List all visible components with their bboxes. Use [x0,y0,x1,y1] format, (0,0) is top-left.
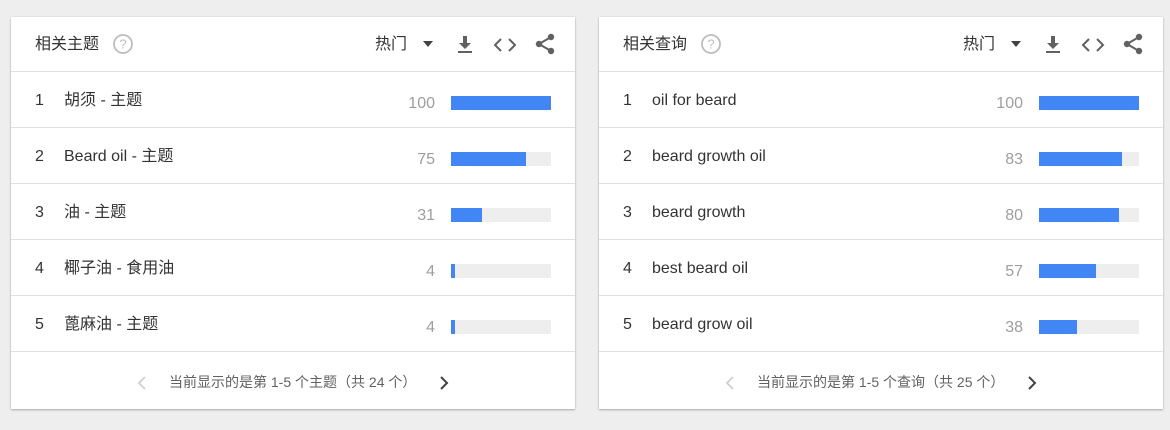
list-item[interactable]: 5 蓖麻油 - 主题 4 [11,296,575,352]
card-header: 相关查询 ? 热门 [599,17,1163,72]
interest-bar-track [451,264,551,278]
interest-bar-track [1039,96,1139,110]
share-icon[interactable] [1122,33,1144,55]
embed-icon[interactable] [493,34,517,56]
interest-value: 100 [996,95,1023,112]
pagination: 当前显示的是第 1-5 个主题（共 24 个） [11,353,575,409]
ranked-list: 1 胡须 - 主题 100 2 Beard oil - 主题 75 3 油 - … [11,72,575,352]
interest-bar-track [1039,320,1139,334]
interest-value: 4 [426,319,435,336]
interest-bar-track [451,320,551,334]
list-item[interactable]: 3 beard growth 80 [599,184,1163,240]
rank-number: 1 [35,92,44,109]
ranked-list: 1 oil for beard 100 2 beard growth oil 8… [599,72,1163,352]
query-term[interactable]: oil for beard [652,92,737,109]
rank-number: 3 [35,204,44,221]
rank-number: 1 [623,92,632,109]
query-term[interactable]: beard growth oil [652,148,766,165]
download-icon[interactable] [1043,33,1063,55]
card-header: 相关主题 ? 热门 [11,17,575,72]
share-icon[interactable] [534,33,556,55]
interest-bar [451,152,526,166]
interest-bar-track [451,208,551,222]
interest-bar [1039,152,1122,166]
interest-value: 38 [1005,319,1023,336]
topic-term[interactable]: 椰子油 - 食用油 [64,260,175,277]
rank-number: 2 [35,148,44,165]
dropdown-icon[interactable] [423,41,433,47]
interest-value: 75 [417,151,435,168]
interest-bar [1039,264,1096,278]
interest-bar [451,264,455,278]
query-term[interactable]: beard growth [652,204,746,221]
pagination: 当前显示的是第 1-5 个查询（共 25 个） [599,353,1163,409]
svg-text:?: ? [707,37,714,52]
rank-number: 5 [35,316,44,333]
interest-bar-track [1039,208,1139,222]
interest-bar [1039,96,1139,110]
interest-value: 31 [417,207,435,224]
svg-text:?: ? [119,37,126,52]
interest-value: 57 [1005,263,1023,280]
download-icon[interactable] [455,33,475,55]
list-item[interactable]: 5 beard grow oil 38 [599,296,1163,352]
related-topics-card: 相关主题 ? 热门 1 胡须 - 主题 100 [11,17,575,409]
card-title: 相关主题 [35,36,100,53]
topic-term[interactable]: 胡须 - 主题 [64,92,143,109]
embed-icon[interactable] [1081,34,1105,56]
interest-bar [451,96,551,110]
sort-dropdown[interactable]: 热门 [375,36,408,53]
list-item[interactable]: 2 beard growth oil 83 [599,128,1163,184]
chevron-left-icon[interactable] [135,375,149,391]
interest-bar [451,320,455,334]
rank-number: 4 [623,260,632,277]
interest-bar-track [1039,264,1139,278]
list-item[interactable]: 1 胡须 - 主题 100 [11,72,575,128]
pagination-status: 当前显示的是第 1-5 个查询（共 25 个） [757,374,1005,390]
interest-value: 83 [1005,151,1023,168]
query-term[interactable]: beard grow oil [652,316,753,333]
chevron-right-icon[interactable] [1025,375,1039,391]
interest-value: 100 [408,95,435,112]
list-item[interactable]: 1 oil for beard 100 [599,72,1163,128]
interest-bar-track [451,152,551,166]
rank-number: 5 [623,316,632,333]
list-item[interactable]: 2 Beard oil - 主题 75 [11,128,575,184]
chevron-left-icon[interactable] [723,375,737,391]
list-item[interactable]: 3 油 - 主题 31 [11,184,575,240]
dropdown-icon[interactable] [1011,41,1021,47]
list-item[interactable]: 4 椰子油 - 食用油 4 [11,240,575,296]
help-icon[interactable]: ? [700,33,722,55]
sort-dropdown[interactable]: 热门 [963,36,996,53]
chevron-right-icon[interactable] [437,375,451,391]
interest-value: 80 [1005,207,1023,224]
rank-number: 3 [623,204,632,221]
related-queries-card: 相关查询 ? 热门 1 oil for beard 100 [599,17,1163,409]
interest-bar [1039,208,1119,222]
topic-term[interactable]: Beard oil - 主题 [64,148,174,165]
topic-term[interactable]: 蓖麻油 - 主题 [64,316,159,333]
pagination-status: 当前显示的是第 1-5 个主题（共 24 个） [169,374,417,390]
interest-bar-track [451,96,551,110]
rank-number: 4 [35,260,44,277]
list-item[interactable]: 4 best beard oil 57 [599,240,1163,296]
card-title: 相关查询 [623,36,688,53]
interest-bar [451,208,482,222]
query-term[interactable]: best beard oil [652,260,749,277]
interest-bar-track [1039,152,1139,166]
rank-number: 2 [623,148,632,165]
help-icon[interactable]: ? [112,33,134,55]
interest-bar [1039,320,1077,334]
topic-term[interactable]: 油 - 主题 [64,204,127,221]
interest-value: 4 [426,263,435,280]
